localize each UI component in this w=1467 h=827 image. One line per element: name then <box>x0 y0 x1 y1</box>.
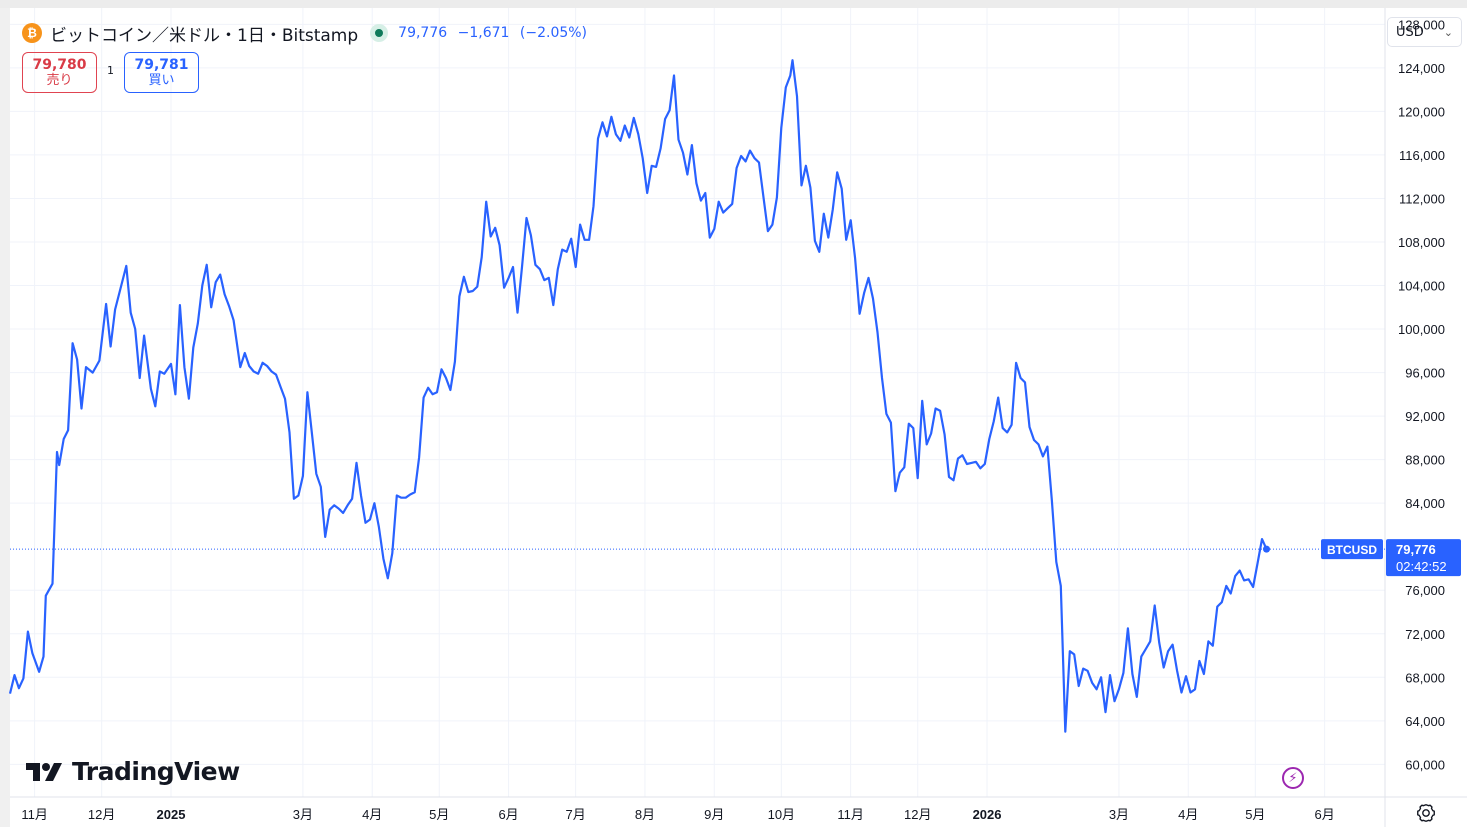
sell-label: 売り <box>46 73 73 88</box>
tradingview-logo[interactable]: TradingView <box>24 757 240 786</box>
price-axis-tick-label: 100,000 <box>1398 322 1445 337</box>
top-border <box>0 0 1467 8</box>
symbol-tag <box>1321 539 1383 560</box>
market-status-icon[interactable] <box>370 24 389 42</box>
price-axis-tick-label: 128,000 <box>1398 17 1445 32</box>
price-axis-tick-label: 124,000 <box>1398 61 1445 76</box>
time-axis[interactable]: 11月 12月 2025 3月 4月 5月 6月 7月 8月 9月 10月 11月 12月 2026 3月 4… <box>21 807 1334 822</box>
price-axis-tick-label: 76,000 <box>1405 583 1445 598</box>
time-axis-tick-label: 3月 <box>1109 807 1129 822</box>
price-axis-tick-label: 72,000 <box>1405 627 1445 642</box>
price-axis-tick-label: 104,000 <box>1398 279 1445 294</box>
axis-separators <box>10 8 1467 827</box>
bitcoin-logo-icon: ₿ <box>22 23 42 43</box>
time-axis-tick-label: 4月 <box>1178 807 1198 822</box>
time-axis-tick-label: 4月 <box>362 807 382 822</box>
time-axis-tick-label: 11月 <box>837 807 864 822</box>
sell-price: 79,780 <box>32 57 87 73</box>
time-axis-tick-label: 6月 <box>1315 807 1335 822</box>
symbol-header: ₿ ビットコイン／米ドル・1日・Bitstamp 79,776 −1,671 (… <box>22 20 593 46</box>
buy-label: 買い <box>148 73 175 88</box>
buy-price: 79,781 <box>134 57 189 73</box>
left-border <box>0 8 10 827</box>
last-price: 79,776 <box>398 25 448 41</box>
brand-name: TradingView <box>72 757 240 786</box>
sell-button[interactable]: 79,780 売り <box>22 52 97 93</box>
symbol-tag-text: BTCUSD <box>1327 543 1377 557</box>
time-axis-tick-label: 12月 <box>88 807 115 822</box>
market-status-dot <box>375 29 384 37</box>
price-axis-tick-label: 88,000 <box>1405 453 1445 468</box>
price-axis-tick-label: 84,000 <box>1405 496 1445 511</box>
trade-buttons: 79,780 売り 1 79,781 買い <box>22 52 199 93</box>
price-tag-countdown: 02:42:52 <box>1396 559 1447 574</box>
price-change-percent: (−2.05%) <box>519 25 588 41</box>
time-axis-tick-label: 11月 <box>21 807 48 822</box>
time-axis-tick-label: 2026 <box>973 807 1002 822</box>
time-axis-tick-label: 10月 <box>768 807 795 822</box>
currency-label: USD <box>1396 24 1424 40</box>
price-axis-tick-label: 60,000 <box>1405 757 1445 772</box>
symbol-title[interactable]: ビットコイン／米ドル・1日・Bitstamp <box>50 25 359 46</box>
time-axis-tick-label: 3月 <box>293 807 313 822</box>
time-axis-tick-label: 8月 <box>635 807 655 822</box>
time-axis-tick-label: 9月 <box>704 807 724 822</box>
price-tag <box>1386 539 1461 577</box>
price-axis-tick-label: 96,000 <box>1405 366 1445 381</box>
currency-select[interactable]: USD ⌄ <box>1387 17 1462 47</box>
price-axis-tick-label: 116,000 <box>1399 148 1445 163</box>
buy-button[interactable]: 79,781 買い <box>124 52 199 93</box>
spread-value: 1 <box>107 64 114 77</box>
time-axis-tick-label: 7月 <box>566 807 586 822</box>
time-axis-tick-label: 2025 <box>157 807 186 822</box>
price-change: −1,671 <box>457 25 510 41</box>
quote-values: 79,776 −1,671 (−2.05%) <box>398 25 593 41</box>
price-axis-tick-label: 68,000 <box>1405 670 1445 685</box>
price-axis-tick-label: 64,000 <box>1405 714 1445 729</box>
gear-icon[interactable] <box>1415 802 1437 824</box>
chevron-down-icon: ⌄ <box>1443 25 1453 39</box>
price-axis-tick-label: 120,000 <box>1398 104 1445 119</box>
price-axis-tick-label: 108,000 <box>1398 235 1445 250</box>
price-axis-tick-label: 92,000 <box>1405 409 1445 424</box>
lightning-icon[interactable]: ⚡ <box>1282 767 1304 789</box>
grid-lines <box>10 8 1385 797</box>
price-axis-tick-label: 112,000 <box>1399 191 1445 206</box>
last-price-label: BTCUSD 79,776 02:42:52 <box>1321 539 1461 577</box>
time-axis-tick-label: 5月 <box>429 807 449 822</box>
price-line <box>8 59 1268 733</box>
last-price-dot <box>1263 545 1271 553</box>
time-axis-tick-label: 6月 <box>498 807 518 822</box>
price-axis[interactable]: 60,000 64,000 68,000 72,000 76,000 84,000 88,0… <box>1398 17 1445 772</box>
tradingview-logo-icon <box>26 762 62 781</box>
time-axis-tick-label: 12月 <box>904 807 931 822</box>
price-tag-value: 79,776 <box>1396 542 1436 557</box>
time-axis-tick-label: 5月 <box>1245 807 1265 822</box>
